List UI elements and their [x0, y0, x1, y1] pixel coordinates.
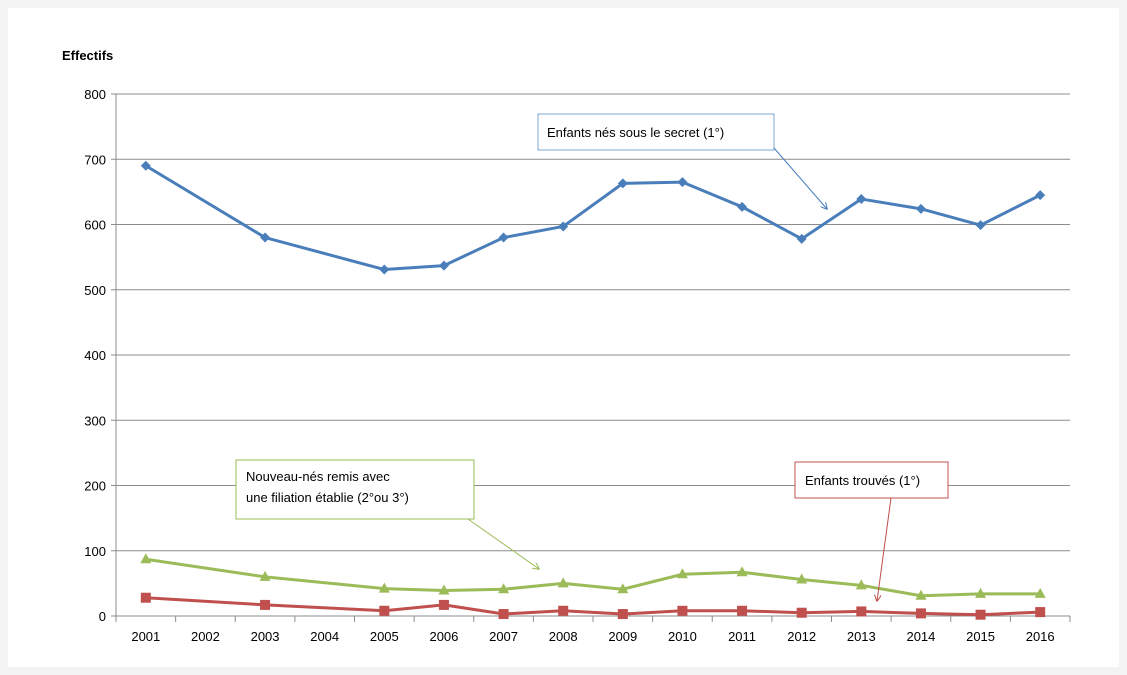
xtick-label-2011: 2011	[728, 629, 756, 644]
series-2-point-2003	[260, 599, 271, 610]
series-2-point-2005	[379, 605, 390, 616]
series-1-point-2008	[557, 577, 569, 588]
xtick-label-2010: 2010	[668, 629, 697, 644]
ytick-label-0: 0	[99, 609, 106, 624]
series-0-point-2003	[260, 232, 271, 243]
series-2-point-2014	[915, 608, 926, 619]
series-0-point-2016	[1035, 190, 1046, 201]
series-0-point-2007	[498, 232, 509, 243]
series-2-point-2006	[438, 599, 449, 610]
series-1-point-2016	[1034, 587, 1046, 598]
xtick-label-2002: 2002	[191, 629, 220, 644]
series-2-point-2007	[498, 609, 509, 620]
annotation-secret-text: Enfants nés sous le secret (1°)	[547, 125, 724, 140]
series-1-point-2003	[259, 570, 271, 581]
line-chart: Effectifs 0 100 200 300 400 500 600 700 800 2001…	[62, 48, 1071, 644]
series-2-line	[145, 596, 1041, 617]
xtick-label-2001: 2001	[131, 629, 160, 644]
ytick-label-100: 100	[84, 544, 106, 559]
series-1-point-2001	[140, 553, 152, 564]
annotation-secret: Enfants nés sous le secret (1°)	[537, 113, 827, 209]
annotation-trouves-arrow	[877, 497, 892, 601]
series-0-point-2015	[975, 220, 986, 231]
series-2	[140, 592, 1046, 620]
annotation-trouves-text: Enfants trouvés (1°)	[805, 473, 920, 488]
series-1	[140, 553, 1046, 600]
series-0-point-2010	[677, 177, 688, 188]
y-axis-label: Effectifs	[62, 48, 113, 63]
xtick-label-2008: 2008	[549, 629, 578, 644]
series-2-point-2015	[975, 609, 986, 620]
series-0-point-2012	[796, 233, 807, 244]
series-0-point-2014	[915, 203, 926, 214]
series-2-point-2001	[140, 592, 151, 603]
series-2-point-2016	[1035, 607, 1046, 618]
xtick-label-2004: 2004	[310, 629, 339, 644]
xtick-label-2015: 2015	[966, 629, 995, 644]
xtick-label-2006: 2006	[429, 629, 458, 644]
gridlines	[111, 93, 1070, 617]
series-0	[140, 160, 1046, 275]
series-0-point-2008	[558, 221, 569, 232]
ytick-label-400: 400	[84, 348, 106, 363]
annotation-filiation: Nouveau-nés remis avec une filiation éta…	[235, 459, 539, 569]
ytick-label-800: 800	[84, 87, 106, 102]
annotation-filiation-text-line1: Nouveau-nés remis avec	[246, 469, 390, 484]
series-2-point-2012	[796, 607, 807, 618]
chart-card: Effectifs 0 100 200 300 400 500 600 700 800 2001…	[8, 8, 1119, 667]
xtick-label-2007: 2007	[489, 629, 518, 644]
series-0-line	[145, 164, 1041, 272]
series-1-point-2006	[438, 584, 450, 595]
annotation-filiation-box	[235, 459, 475, 520]
series-1-line	[145, 557, 1041, 598]
annotation-secret-box	[537, 113, 775, 151]
series-1-point-2009	[617, 583, 629, 594]
series-1-point-2007	[498, 583, 510, 594]
x-tick-labels: 2001 2002 2003 2004 2005 2006 2007 2008 2009 2010…	[131, 629, 1054, 644]
series-2-point-2008	[558, 605, 569, 616]
series-2-point-2011	[737, 605, 748, 616]
annotation-trouves-box	[794, 461, 949, 499]
ytick-label-300: 300	[84, 413, 106, 428]
xtick-label-2014: 2014	[906, 629, 935, 644]
series-0-point-2006	[438, 260, 449, 271]
series-1-point-2010	[676, 568, 688, 579]
series-0-point-2013	[856, 194, 867, 205]
annotation-filiation-arrow	[467, 518, 539, 569]
series-0-point-2005	[379, 264, 390, 275]
annotation-secret-arrow	[773, 147, 827, 209]
xtick-label-2016: 2016	[1026, 629, 1055, 644]
series-1-point-2015	[975, 587, 987, 598]
series-1-point-2014	[915, 589, 927, 600]
xtick-label-2012: 2012	[787, 629, 816, 644]
series-2-point-2009	[617, 609, 628, 620]
ytick-label-700: 700	[84, 152, 106, 167]
series-1-point-2013	[855, 579, 867, 590]
series	[140, 160, 1046, 620]
series-1-point-2011	[736, 566, 748, 577]
series-1-point-2005	[378, 582, 390, 593]
series-0-point-2001	[140, 160, 151, 171]
xtick-label-2003: 2003	[251, 629, 280, 644]
xtick-label-2005: 2005	[370, 629, 399, 644]
ytick-label-200: 200	[84, 479, 106, 494]
xtick-label-2013: 2013	[847, 629, 876, 644]
ytick-label-600: 600	[84, 218, 106, 233]
series-0-point-2011	[737, 201, 748, 212]
series-2-point-2013	[856, 606, 867, 617]
ytick-label-500: 500	[84, 283, 106, 298]
annotation-filiation-text-line2: une filiation établie (2°ou 3°)	[246, 490, 409, 505]
annotation-trouves: Enfants trouvés (1°)	[794, 461, 949, 601]
y-tick-labels: 0 100 200 300 400 500 600 700 800	[84, 87, 106, 624]
series-2-point-2010	[677, 605, 688, 616]
xtick-label-2009: 2009	[608, 629, 637, 644]
series-1-point-2012	[796, 573, 808, 584]
axes	[115, 94, 1071, 622]
series-0-point-2009	[617, 178, 628, 189]
